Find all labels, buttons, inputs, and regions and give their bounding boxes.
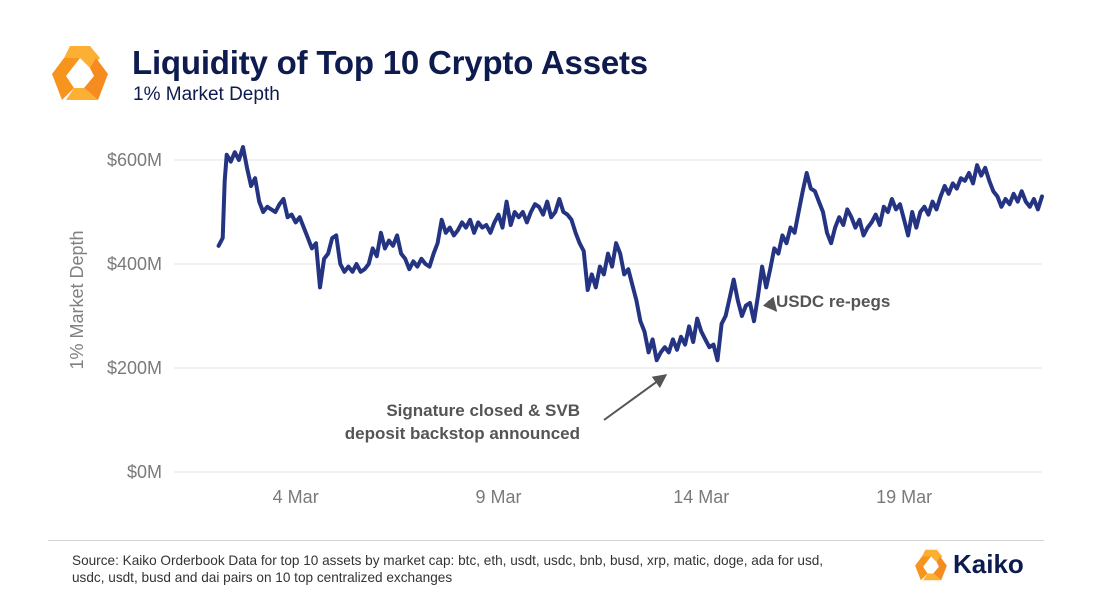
annotation-arrow (603, 374, 668, 421)
chart-title: Liquidity of Top 10 Crypto Assets (132, 44, 648, 81)
y-tick-label: $0M (127, 462, 162, 482)
annotation-signature-line: deposit backstop announced (345, 424, 580, 443)
series-line-market-depth (216, 145, 1044, 363)
annotation-signature-line: Signature closed & SVB (386, 401, 580, 420)
footer-divider (48, 540, 1044, 541)
x-axis: 4 Mar 9 Mar 14 Mar 19 Mar (273, 487, 932, 507)
annotations: USDC re-pegs Signature closed & SVB deposi… (345, 292, 891, 443)
logo-hexagon-right (84, 58, 108, 100)
brand-name: Kaiko (953, 549, 1024, 579)
logo-hexagon-upper (64, 46, 100, 68)
kaiko-brand: Kaiko (914, 548, 1044, 582)
y-tick-label: $600M (107, 150, 162, 170)
x-tick-label: 9 Mar (475, 487, 521, 507)
kaiko-logo-icon (52, 46, 108, 100)
annotation-arrow (762, 296, 778, 312)
x-tick-label: 4 Mar (273, 487, 319, 507)
y-axis: $0M $200M $400M $600M (107, 150, 162, 482)
y-tick-label: $200M (107, 358, 162, 378)
logo-hexagon-left (52, 58, 80, 100)
annotation-usdc-repegs: USDC re-pegs (776, 292, 890, 311)
kaiko-hexagon-icon (915, 549, 947, 581)
source-note: Source: Kaiko Orderbook Data for top 10 … (72, 553, 824, 585)
x-tick-label: 19 Mar (876, 487, 932, 507)
gridlines (174, 159, 1042, 473)
x-tick-label: 14 Mar (673, 487, 729, 507)
chart-subtitle: 1% Market Depth (133, 84, 280, 105)
y-axis-label: 1% Market Depth (67, 230, 87, 369)
logo-hexagon-bottom (66, 88, 98, 100)
y-tick-label: $400M (107, 254, 162, 274)
